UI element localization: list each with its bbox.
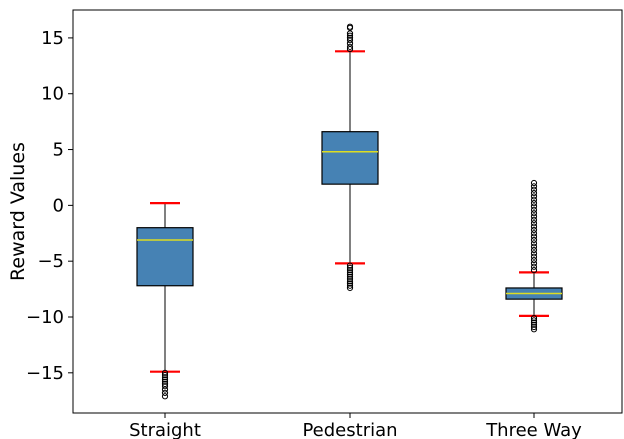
outlier-point bbox=[530, 319, 538, 326]
outlier-point bbox=[161, 369, 169, 376]
outlier-point bbox=[346, 262, 354, 269]
outlier-point bbox=[161, 386, 169, 393]
outlier-point bbox=[346, 23, 354, 30]
outlier-point bbox=[530, 206, 538, 213]
plot-area: 15 10 5 0 −5 −10 −15 Straight Pedestrian Three Wa… bbox=[7, 9, 623, 439]
outlier-point bbox=[530, 200, 538, 207]
outlier-point bbox=[346, 267, 354, 274]
outlier-point bbox=[346, 32, 354, 39]
outlier-point bbox=[530, 186, 538, 193]
outlier-point bbox=[530, 240, 538, 247]
box-iqr bbox=[136, 227, 194, 287]
outlier-point bbox=[530, 256, 538, 264]
outlier-point bbox=[530, 315, 538, 322]
y-tick-label: 5 bbox=[53, 140, 64, 161]
outlier-point bbox=[346, 43, 354, 50]
outlier-point bbox=[161, 371, 169, 379]
outlier-point bbox=[161, 383, 169, 390]
outlier-point bbox=[346, 264, 354, 271]
outlier-point bbox=[161, 374, 169, 381]
outlier-point bbox=[530, 260, 538, 267]
outlier-point bbox=[346, 37, 354, 44]
outlier-point bbox=[161, 389, 169, 397]
outlier-point bbox=[530, 253, 538, 260]
outlier-point bbox=[346, 280, 354, 287]
outlier-point bbox=[530, 267, 538, 274]
outlier-point bbox=[530, 196, 538, 203]
outlier-point bbox=[346, 278, 354, 285]
outlier-point bbox=[530, 189, 538, 197]
box-group-2 bbox=[321, 23, 379, 292]
outlier-point bbox=[530, 210, 538, 217]
outlier-point bbox=[530, 226, 538, 234]
box-iqr bbox=[321, 131, 379, 185]
x-tick-label: Straight bbox=[129, 420, 201, 439]
outlier-point bbox=[530, 323, 538, 331]
outlier-point bbox=[530, 250, 538, 257]
outlier-point bbox=[530, 216, 538, 223]
y-tick-label: 0 bbox=[53, 195, 64, 216]
outlier-point bbox=[346, 284, 354, 292]
y-tick-label: −10 bbox=[26, 307, 64, 328]
x-tick-label: Pedestrian bbox=[302, 420, 397, 439]
y-tick-label: 15 bbox=[41, 28, 64, 49]
outlier-point bbox=[530, 213, 538, 220]
outlier-point bbox=[346, 34, 354, 42]
box-group-1 bbox=[136, 202, 194, 400]
outlier-point bbox=[530, 246, 538, 254]
outlier-point bbox=[346, 271, 354, 278]
outlier-point bbox=[530, 263, 538, 270]
outlier-point bbox=[530, 230, 538, 237]
outlier-point bbox=[530, 236, 538, 244]
outlier-point bbox=[346, 273, 354, 280]
outlier-point bbox=[530, 243, 538, 250]
outlier-point bbox=[161, 393, 169, 400]
outlier-point bbox=[530, 203, 538, 210]
y-tick-label: −15 bbox=[26, 363, 64, 384]
y-tick-label: 10 bbox=[41, 84, 64, 105]
outlier-point bbox=[530, 179, 538, 187]
outlier-point bbox=[530, 321, 538, 328]
outlier-point bbox=[530, 223, 538, 230]
outlier-point bbox=[530, 233, 538, 240]
outlier-point bbox=[530, 183, 538, 190]
outlier-point bbox=[346, 275, 354, 283]
outlier-point bbox=[346, 269, 354, 276]
x-tick-label: Three Way bbox=[485, 420, 582, 439]
outlier-point bbox=[530, 317, 538, 324]
outlier-point bbox=[530, 193, 538, 200]
box-group-3 bbox=[505, 179, 563, 333]
outlier-point bbox=[530, 326, 538, 333]
outlier-point bbox=[161, 376, 169, 383]
y-tick-label: −5 bbox=[37, 251, 64, 272]
y-axis-label: Reward Values bbox=[7, 142, 29, 281]
outlier-point bbox=[346, 282, 354, 289]
axes-frame bbox=[72, 9, 623, 414]
outlier-point bbox=[530, 220, 538, 227]
outlier-point bbox=[161, 378, 169, 385]
